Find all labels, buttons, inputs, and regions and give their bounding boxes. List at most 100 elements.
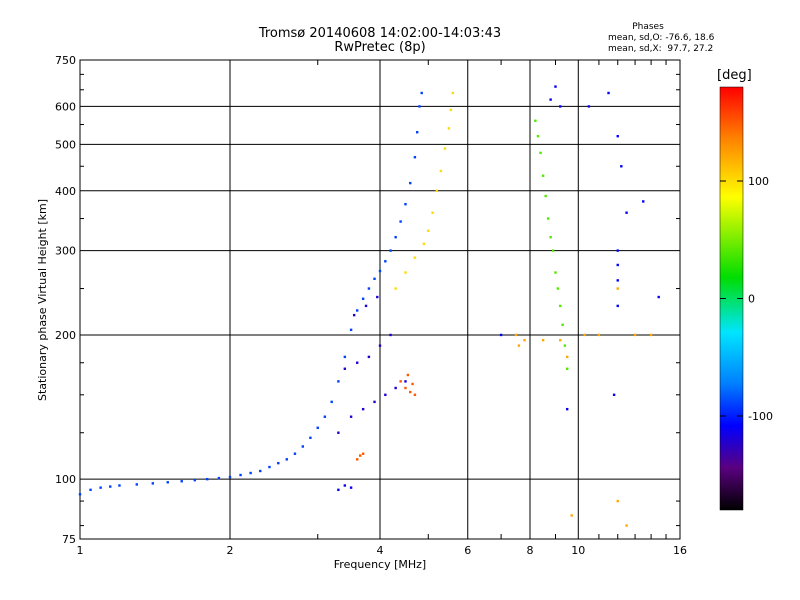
data-point: [367, 355, 371, 359]
data-point: [565, 367, 569, 370]
chart-subtitle: RwPretec (8p): [334, 40, 426, 55]
data-point: [633, 333, 637, 337]
data-point: [378, 269, 382, 273]
data-point: [583, 333, 586, 337]
y-tick-label: 500: [55, 138, 76, 151]
data-point: [404, 386, 407, 390]
data-point: [443, 147, 447, 150]
data-point: [449, 108, 453, 112]
y-tick-label: 75: [62, 533, 76, 546]
data-point: [193, 478, 197, 482]
data-point: [422, 242, 426, 245]
data-point: [394, 287, 397, 290]
data-point: [561, 323, 564, 327]
data-point: [373, 400, 376, 404]
data-point: [625, 524, 628, 527]
data-point: [239, 473, 242, 477]
data-point: [554, 85, 557, 88]
y-tick-label: 750: [55, 54, 76, 67]
data-point: [554, 271, 557, 274]
data-point: [217, 476, 221, 480]
data-point: [536, 134, 540, 138]
data-point: [358, 454, 362, 457]
data-point: [277, 461, 280, 465]
data-point: [559, 105, 562, 108]
data-point: [404, 271, 407, 274]
data-point: [99, 486, 102, 489]
phases-stats-x: mean, sd,X: 97.7, 27.2: [608, 44, 714, 54]
data-point: [587, 105, 591, 108]
data-point: [355, 458, 359, 461]
x-axis-label: Frequency [MHz]: [334, 558, 426, 571]
data-point: [435, 189, 438, 192]
data-point: [378, 344, 382, 347]
data-points: [78, 85, 660, 527]
x-tick-label: 16: [673, 544, 687, 557]
data-point: [337, 488, 340, 492]
data-point: [373, 277, 376, 280]
data-point: [364, 304, 368, 308]
data-point: [649, 333, 653, 337]
data-point: [427, 229, 430, 232]
data-point: [517, 344, 521, 347]
data-point: [625, 211, 628, 214]
x-tick-label: 4: [377, 544, 384, 557]
data-point: [413, 393, 417, 397]
data-point: [389, 333, 392, 337]
data-point: [268, 465, 271, 469]
data-point: [293, 452, 297, 455]
data-point: [451, 91, 455, 95]
data-point: [355, 309, 359, 312]
data-point: [597, 333, 601, 337]
grid-lines: [80, 60, 680, 539]
y-tick-label: 100: [55, 473, 76, 486]
data-point: [551, 249, 555, 252]
data-point: [616, 287, 619, 290]
phases-stats-title: Phases: [632, 22, 664, 32]
data-point: [546, 217, 550, 220]
data-point: [563, 344, 567, 347]
y-tick-label: 300: [55, 245, 76, 258]
colorbar-tick-label: -100: [748, 410, 773, 423]
data-point: [413, 256, 417, 259]
data-point: [228, 475, 232, 479]
data-point: [394, 235, 397, 239]
data-point: [367, 287, 371, 290]
data-point: [418, 105, 421, 108]
data-point: [343, 484, 347, 487]
data-point: [411, 382, 414, 386]
data-point: [89, 488, 92, 492]
data-point: [616, 304, 619, 308]
data-point: [556, 287, 560, 290]
data-point: [376, 295, 379, 299]
data-point: [205, 477, 209, 481]
data-point: [612, 393, 616, 397]
data-point: [337, 431, 340, 434]
data-point: [355, 361, 359, 364]
data-point: [409, 181, 412, 185]
x-tick-label: 6: [464, 544, 471, 557]
data-point: [399, 380, 402, 383]
data-point: [616, 134, 619, 138]
data-point: [420, 91, 423, 95]
data-point: [301, 445, 305, 448]
data-point: [499, 333, 503, 337]
data-point: [409, 390, 412, 394]
data-point: [343, 367, 347, 370]
data-point: [349, 328, 353, 332]
y-tick-label: 600: [55, 100, 76, 113]
data-point: [559, 339, 562, 342]
data-point: [534, 119, 537, 122]
data-point: [549, 98, 552, 101]
data-point: [642, 200, 645, 203]
data-point: [413, 156, 417, 159]
data-point: [607, 91, 610, 95]
data-point: [404, 202, 407, 206]
data-point: [389, 249, 392, 252]
data-point: [447, 127, 451, 130]
data-point: [361, 452, 365, 455]
data-point: [559, 304, 562, 308]
colorbar-unit-label: [deg]: [717, 68, 752, 83]
data-point: [316, 426, 319, 430]
